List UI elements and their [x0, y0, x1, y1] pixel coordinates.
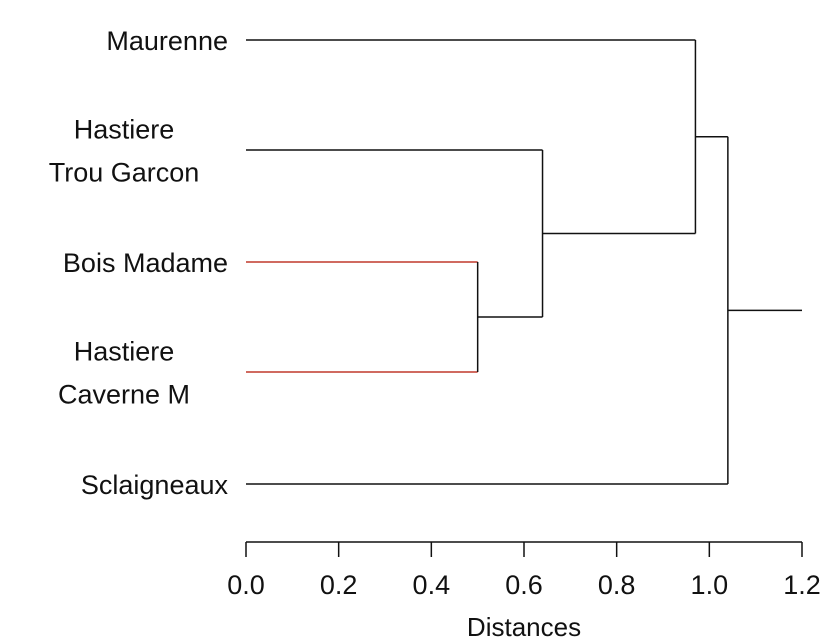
x-tick-label: 0.4	[413, 570, 451, 600]
leaf-label-bois-madame: Bois Madame	[63, 248, 228, 278]
leaf-label-maurenne: Maurenne	[106, 26, 228, 56]
leaf-label-hastiere-caverne-m: Hastiere Caverne M	[58, 337, 190, 410]
leaf-label-line: Trou Garcon	[49, 158, 200, 188]
leaf-label-sclaigneaux: Sclaigneaux	[81, 470, 229, 500]
x-tick-label: 0.2	[320, 570, 358, 600]
leaf-label-hastiere-trou-garcon: Hastiere Trou Garcon	[49, 115, 200, 188]
leaf-labels: Maurenne Hastiere Trou Garcon Bois Madame Ha…	[49, 26, 229, 500]
leaf-label-line: Sclaigneaux	[81, 470, 229, 500]
x-axis-title: Distances	[467, 612, 581, 642]
leaf-label-line: Hastiere	[74, 337, 175, 367]
x-tick-label: 1.0	[691, 570, 729, 600]
x-tick-label: 0.0	[227, 570, 265, 600]
x-tick-label: 0.6	[505, 570, 543, 600]
x-axis: 0.0 0.2 0.4 0.6 0.8 1.0 1.2 Distances	[227, 541, 821, 642]
leaf-label-line: Maurenne	[106, 26, 228, 56]
x-tick-label: 0.8	[598, 570, 636, 600]
leaf-label-line: Bois Madame	[63, 248, 228, 278]
leaf-label-line: Caverne M	[58, 380, 190, 410]
x-tick-label: 1.2	[783, 570, 821, 600]
x-axis-ticks: 0.0 0.2 0.4 0.6 0.8 1.0 1.2	[227, 542, 821, 600]
branches	[246, 39, 802, 485]
leaf-label-line: Hastiere	[74, 115, 175, 145]
